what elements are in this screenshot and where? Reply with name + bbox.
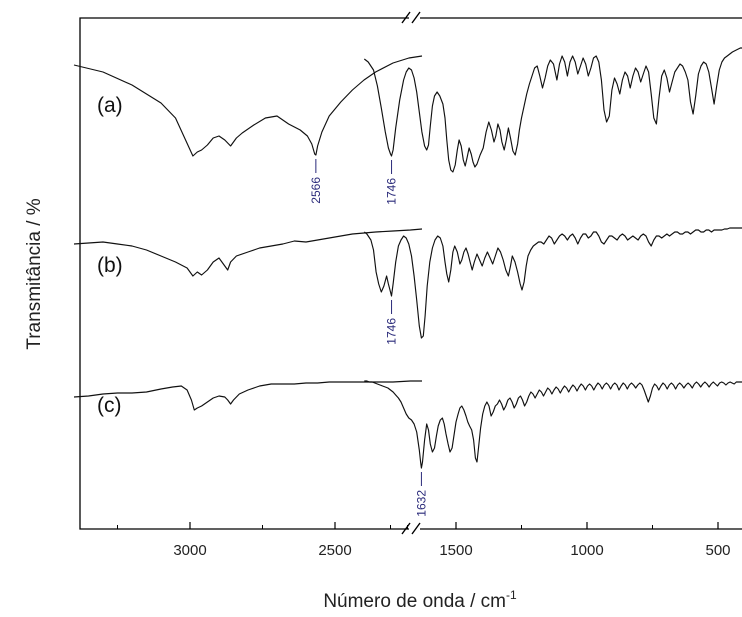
- axis-break-bottom: [401, 522, 421, 535]
- peak-label-a-1746: 1746: [385, 178, 399, 205]
- trace-c-right: [364, 380, 742, 469]
- peak-label-b-1746: 1746: [385, 318, 399, 345]
- peak-label-a-2566: 2566: [309, 177, 323, 204]
- trace-b-left: [73, 228, 423, 277]
- panel-labels: (a) (b) (c): [97, 94, 123, 417]
- x-axis-title-superscript: -1: [506, 588, 517, 602]
- x-axis-title-text: Número de onda / cm: [323, 591, 506, 612]
- plot-frame: [79, 17, 742, 530]
- frame-left: [79, 17, 409, 530]
- trace-a-right: [363, 47, 742, 173]
- spectra-traces: [73, 47, 742, 469]
- x-tick-label-1500: 1500: [439, 542, 472, 559]
- axis-break-top: [401, 11, 421, 24]
- peak-label-c-1632: 1632: [414, 490, 428, 517]
- panel-label-a: (a): [97, 94, 123, 117]
- y-axis-title: Transmitância / %: [24, 198, 45, 349]
- x-axis-ticks: 3000 2500 1500 1000 500: [117, 522, 731, 559]
- panel-label-b: (b): [97, 254, 123, 277]
- trace-c-left: [73, 380, 422, 411]
- x-tick-label-2500: 2500: [318, 542, 351, 559]
- trace-b-right: [363, 227, 742, 339]
- peak-annotations: 1746 2566 1746 1632: [309, 159, 428, 517]
- x-axis-title: Número de onda / cm-1: [323, 588, 517, 612]
- x-tick-label-1000: 1000: [570, 542, 603, 559]
- x-tick-label-3000: 3000: [173, 542, 206, 559]
- trace-a-left: [73, 55, 423, 157]
- x-tick-label-500: 500: [705, 542, 730, 559]
- panel-label-c: (c): [97, 394, 122, 417]
